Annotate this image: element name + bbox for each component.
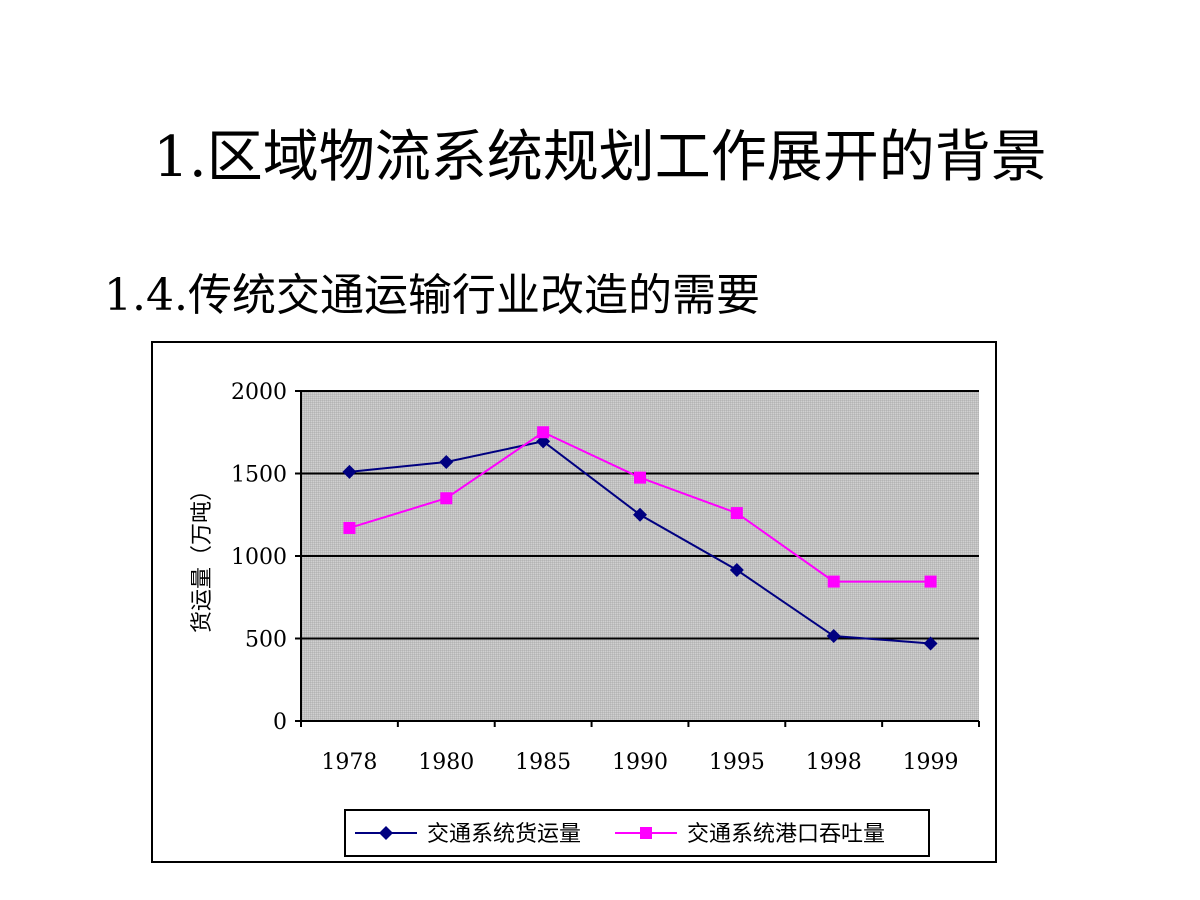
x-tick-label: 1985 [515,750,571,775]
data-point [537,426,549,438]
data-point [634,472,646,484]
x-tick-label: 1980 [418,750,474,775]
y-tick-label: 1500 [231,463,287,488]
x-tick-label: 1999 [903,750,959,775]
legend-label: 交通系统港口吞吐量 [687,822,885,847]
y-tick-label: 2000 [231,380,287,405]
chart-frame: 0 500 1000 1500 2000 1978 1980 1985 1990 1995 199… [151,341,997,863]
legend: 交通系统货运量 交通系统港口吞吐量 [345,810,929,856]
line-chart: 0 500 1000 1500 2000 1978 1980 1985 1990 1995 199… [153,343,995,861]
y-tick-labels: 0 500 1000 1500 2000 [231,380,287,735]
slide-subtitle: 1.4.传统交通运输行业改造的需要 [104,266,760,326]
legend-label: 交通系统货运量 [427,822,581,847]
data-point [828,576,840,588]
y-axis-label: 货运量（万吨） [190,479,215,633]
x-tick-label: 1978 [321,750,377,775]
y-tick-label: 1000 [231,545,287,570]
y-tick-label: 500 [245,628,287,653]
data-point [925,576,937,588]
x-tick-labels: 1978 1980 1985 1990 1995 1998 1999 [321,750,958,775]
data-point [440,492,452,504]
slide-title: 1.区域物流系统规划工作展开的背景 [0,118,1200,198]
x-tick-label: 1998 [806,750,862,775]
data-point [731,507,743,519]
data-point [343,522,355,534]
x-tick-label: 1995 [709,750,765,775]
x-tick-label: 1990 [612,750,668,775]
legend-marker [640,827,652,839]
y-tick-label: 0 [273,710,287,735]
